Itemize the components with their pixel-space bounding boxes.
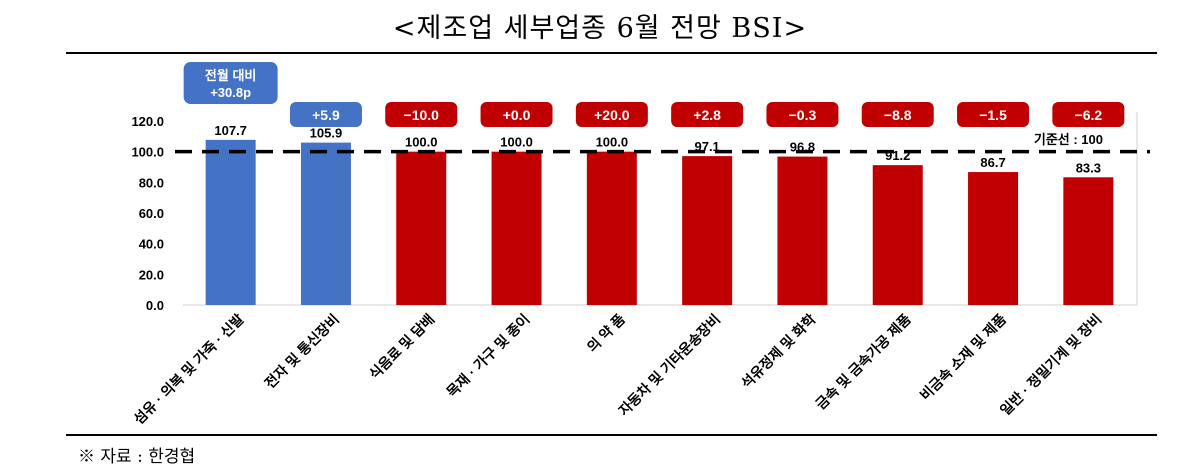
bar-value-label: 100.0 — [405, 135, 438, 150]
category-label: 목재 · 가구 및 종이 — [443, 311, 532, 400]
source-note: ※ 자료 : 한경협 — [78, 447, 196, 467]
bar — [968, 172, 1019, 305]
change-badge-value: +30.8p — [210, 85, 251, 100]
title-divider — [66, 52, 1157, 54]
bar — [491, 151, 542, 305]
change-badge — [766, 102, 839, 127]
category-label: 의 약 품 — [584, 311, 628, 355]
category-label: 석유정제 및 화학 — [738, 311, 819, 392]
bar — [777, 156, 828, 305]
bar-value-label: 107.7 — [214, 123, 247, 138]
category-label: 식음료 및 담배 — [366, 311, 437, 382]
change-badge — [861, 102, 934, 127]
change-badge — [385, 102, 458, 127]
change-badge — [671, 102, 744, 127]
change-badge — [480, 102, 553, 127]
change-badge-value: −8.8 — [884, 107, 912, 123]
change-badge-value: −6.2 — [1075, 107, 1103, 123]
change-badge-value: +5.9 — [312, 107, 340, 123]
bar-value-label: 100.0 — [596, 135, 629, 150]
y-tick-label: 100.0 — [131, 145, 164, 160]
change-badge-value: +0.0 — [503, 107, 531, 123]
change-badge-value: +20.0 — [594, 107, 630, 123]
page-title: <제조업 세부업종 6월 전망 BSI> — [392, 13, 808, 44]
y-tick-label: 80.0 — [139, 175, 164, 190]
y-tick-label: 0.0 — [146, 298, 164, 313]
bar — [1063, 177, 1114, 305]
change-badge — [289, 102, 362, 127]
bar — [300, 142, 351, 305]
bar — [396, 151, 447, 305]
y-tick-label: 20.0 — [139, 267, 164, 282]
change-badge-header: 전월 대비 — [205, 68, 256, 83]
category-label: 일반 · 정밀기계 및 장비 — [997, 311, 1105, 419]
bar — [872, 165, 923, 305]
change-badge — [575, 102, 648, 127]
change-badge-value: −10.0 — [404, 107, 440, 123]
baseline-label: 기준선 : 100 — [1034, 132, 1103, 147]
y-tick-label: 40.0 — [139, 237, 164, 252]
footer-divider — [66, 434, 1157, 436]
bar-value-label: 86.7 — [980, 155, 1005, 170]
category-label: 섬유 · 의복 및 가죽 · 신발 — [130, 311, 246, 427]
change-badge-value: −1.5 — [979, 107, 1007, 123]
change-badge — [957, 102, 1030, 127]
bar — [205, 139, 256, 305]
bar — [586, 151, 637, 305]
bar-value-label: 83.3 — [1076, 160, 1101, 175]
change-badge — [1052, 102, 1125, 127]
y-tick-label: 120.0 — [131, 114, 164, 129]
bar-value-label: 100.0 — [500, 135, 533, 150]
category-label: 금속 및 금속가공 제품 — [812, 311, 914, 413]
y-tick-label: 60.0 — [139, 206, 164, 221]
bar — [682, 156, 733, 305]
category-label: 비금속 소재 및 제품 — [917, 311, 1010, 404]
change-badge — [183, 62, 278, 104]
change-badge-value: +2.8 — [693, 107, 721, 123]
category-label: 전자 및 통신장비 — [261, 311, 342, 392]
bar-value-label: 105.9 — [310, 126, 343, 141]
category-label: 자동차 및 기타운송장비 — [615, 311, 723, 419]
change-badge-value: −0.3 — [789, 107, 817, 123]
